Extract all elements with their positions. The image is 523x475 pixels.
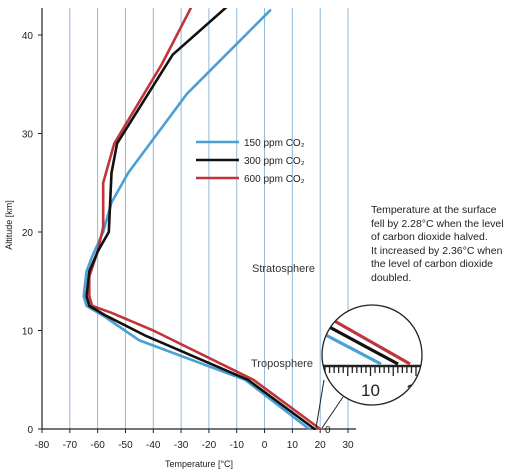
- axes: [38, 8, 356, 433]
- y-tick-labels: 0 10 20 30 40: [22, 31, 34, 436]
- inset-series-line-1: [322, 329, 382, 366]
- stratosphere-label: Stratosphere: [252, 263, 315, 275]
- troposphere-label: Troposphere: [251, 358, 313, 370]
- y-tick-label: 20: [22, 228, 34, 239]
- inset-series-line-2: [322, 320, 399, 366]
- inset-connector-left: [315, 379, 325, 429]
- x-tick-label: -80: [35, 440, 50, 451]
- series-line-1: [82, 9, 311, 430]
- y-tick-label: 0: [27, 425, 33, 436]
- legend-label: 150 ppm CO₂: [244, 138, 305, 149]
- legend-label: 600 ppm CO₂: [244, 174, 305, 185]
- x-tick-labels: -80 -70 -60 -50 -40 -30 -20 -10 0 10 20 30: [35, 440, 354, 451]
- annotation-line: doubled.: [371, 271, 412, 284]
- y-tick-label: 10: [22, 327, 34, 338]
- legend-label: 300 ppm CO₂: [244, 156, 305, 167]
- inset-circle-bg: [322, 305, 422, 405]
- inset-connector-right: [321, 396, 344, 429]
- annotation-text: Temperature at the surface fell by 2.28°…: [371, 204, 521, 285]
- magnifier-inset: 10 20: [315, 304, 426, 429]
- x-tick-label: -40: [146, 440, 161, 451]
- x-tick-label: 10: [287, 440, 299, 451]
- inset-tick-label: 10: [361, 381, 380, 400]
- x-axis-label: Temperature [°C]: [165, 459, 233, 469]
- series-lines: [82, 8, 322, 430]
- x-tick-label: -10: [230, 440, 245, 451]
- x-tick-label: -30: [174, 440, 189, 451]
- y-axis-label: Altitude [km]: [4, 200, 14, 250]
- inset-zero-label: 0: [325, 425, 331, 436]
- legend: 150 ppm CO₂ 300 ppm CO₂ 600 ppm CO₂: [196, 138, 305, 185]
- y-tick-label: 30: [22, 130, 34, 141]
- x-tick-label: -50: [118, 440, 133, 451]
- annotation-line: of carbon dioxide halved.: [371, 231, 488, 243]
- grid-lines: [69, 8, 349, 429]
- annotation-line: It increased by 2.36°C when: [371, 244, 503, 257]
- y-tick-label: 40: [22, 31, 34, 42]
- annotation-line: fell by 2.28°C when the level: [371, 217, 504, 230]
- inset-tick-label: 20: [407, 381, 426, 400]
- inset-circle-border: [321, 304, 423, 406]
- inset-series-line-3: [323, 313, 411, 366]
- x-tick-label: -20: [202, 440, 217, 451]
- x-tick-label: -60: [90, 440, 105, 451]
- x-tick-label: 20: [315, 440, 327, 451]
- x-tick-label: 0: [262, 440, 268, 451]
- x-tick-label: -70: [63, 440, 78, 451]
- annotation-line: the level of carbon dioxide: [371, 258, 493, 270]
- annotation-line: Temperature at the surface: [371, 204, 497, 216]
- x-tick-label: 30: [342, 440, 354, 451]
- series-line-2: [85, 8, 316, 430]
